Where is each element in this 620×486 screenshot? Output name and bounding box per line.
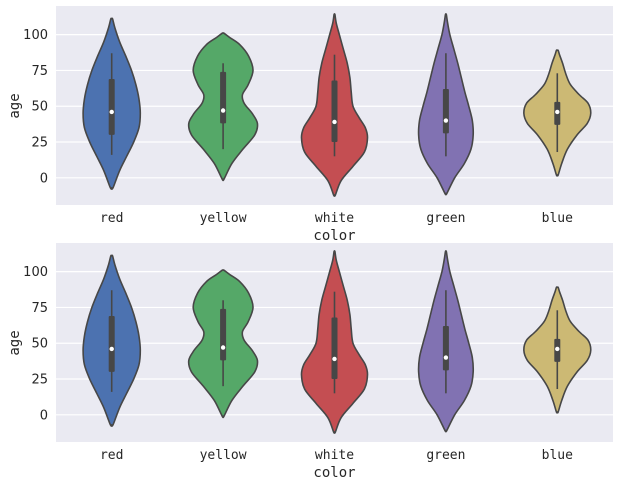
y-tick-label: 75 [31,64,48,79]
iqr-box-white [331,317,338,380]
y-axis-label: age [7,330,23,355]
median-point-red [109,109,114,115]
x-tick-label-green: green [426,211,465,226]
x-tick-label-blue: blue [542,448,573,463]
median-point-yellow [220,345,226,350]
median-point-blue [555,346,560,352]
y-tick-label: 25 [31,136,48,151]
iqr-box-yellow [220,71,227,124]
x-tick-label-yellow: yellow [200,448,247,463]
chart-panel-1: 0 25 50 75 100 red yellow white green blue color ag… [7,6,613,244]
median-point-blue [555,109,560,115]
median-point-white [332,119,337,125]
x-tick-label-yellow: yellow [200,211,247,226]
y-tick-label: 25 [31,373,48,388]
y-tick-label: 50 [31,337,48,352]
y-tick-label: 0 [40,171,48,186]
y-tick-label: 0 [40,408,48,423]
median-point-yellow [220,108,226,113]
iqr-box-green [442,326,449,371]
iqr-box-white [331,80,338,143]
median-point-green [443,118,449,123]
iqr-box-green [442,89,449,134]
x-tick-label-red: red [100,448,123,463]
y-tick-label: 100 [23,265,48,280]
x-tick-label-white: white [315,211,354,226]
iqr-box-red [108,79,115,135]
x-axis-label: color [313,228,355,244]
median-point-green [443,355,449,360]
y-tick-label: 75 [31,301,48,316]
y-tick-label: 100 [23,28,48,43]
x-tick-label-green: green [426,448,465,463]
x-tick-label-red: red [100,211,123,226]
median-point-white [332,356,337,362]
iqr-box-yellow [220,308,227,361]
x-axis-label: color [313,465,355,481]
chart-panel-2: 0 25 50 75 100 red yellow white green blue color ag… [7,243,613,481]
y-tick-label: 50 [31,100,48,115]
x-tick-label-white: white [315,448,354,463]
iqr-box-red [108,316,115,372]
x-tick-label-blue: blue [542,211,573,226]
median-point-red [109,346,114,352]
y-axis-label: age [7,93,23,118]
